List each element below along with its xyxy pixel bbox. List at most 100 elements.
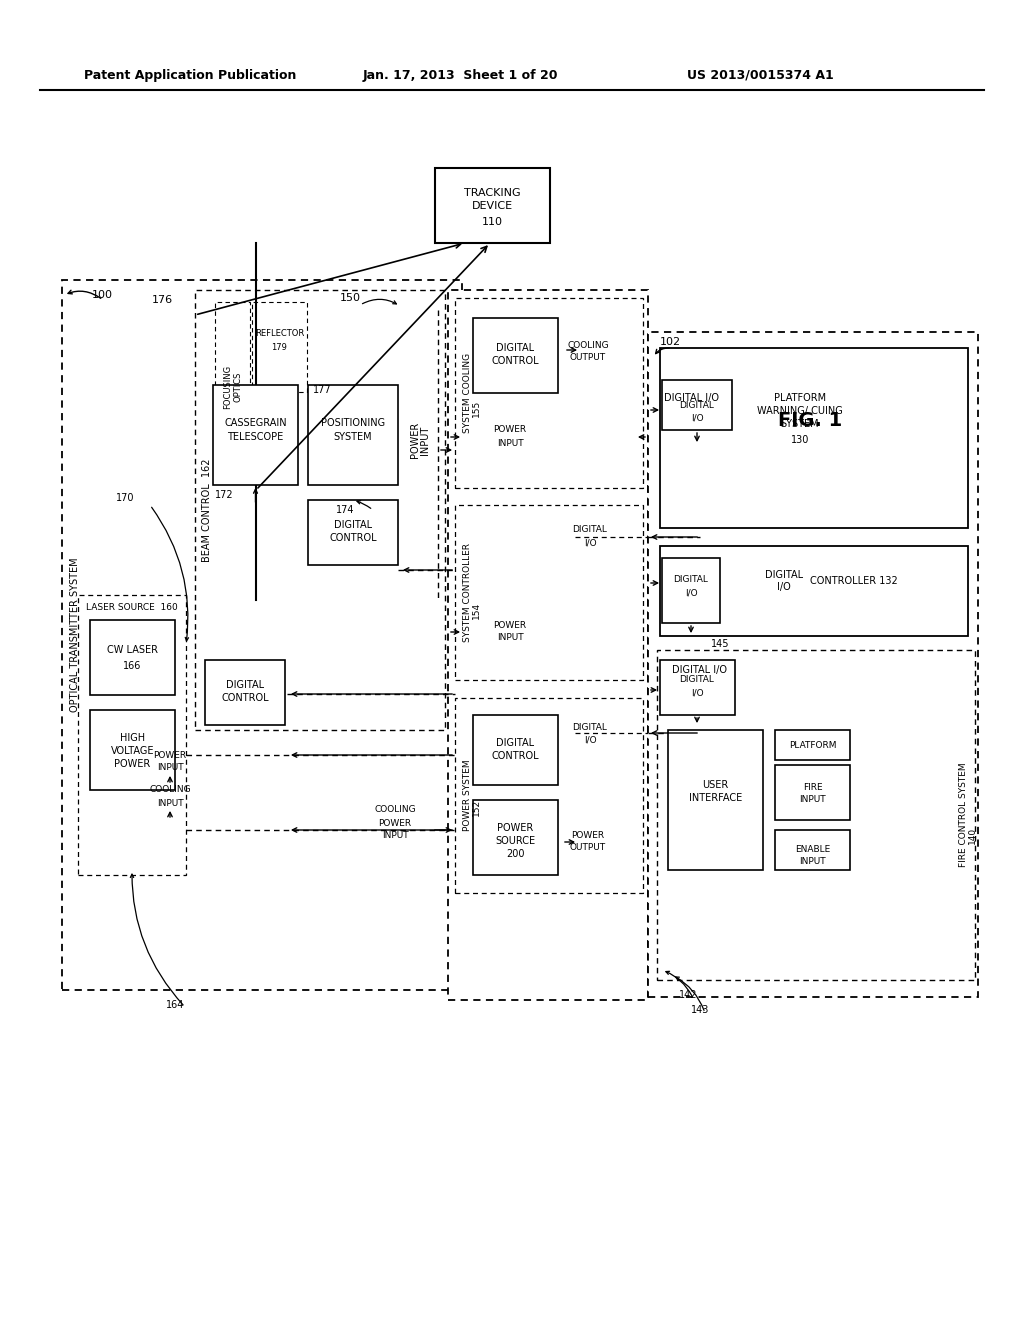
Text: DIGITAL: DIGITAL (497, 343, 535, 352)
Text: 140: 140 (968, 826, 977, 843)
Text: I/O: I/O (690, 413, 703, 422)
Text: 176: 176 (152, 294, 173, 305)
Text: CONTROL: CONTROL (492, 356, 540, 366)
Bar (213, 385, 298, 484)
Bar (668, 730, 763, 870)
Text: POSITIONING: POSITIONING (321, 418, 385, 428)
Bar (62, 280, 462, 990)
Text: POWER: POWER (494, 425, 526, 434)
Text: 164: 164 (166, 1001, 184, 1010)
Text: DIGITAL: DIGITAL (680, 676, 715, 685)
Text: 172: 172 (215, 490, 233, 500)
Text: ENABLE: ENABLE (795, 846, 830, 854)
Bar (205, 660, 285, 725)
Bar (455, 506, 643, 680)
Text: PLATFORM: PLATFORM (774, 393, 826, 403)
Bar (215, 302, 250, 473)
Text: DIGITAL: DIGITAL (497, 738, 535, 748)
Text: I/O: I/O (690, 689, 703, 697)
Text: FIRE CONTROL SYSTEM: FIRE CONTROL SYSTEM (958, 763, 968, 867)
Text: USER: USER (702, 780, 729, 789)
Text: 110: 110 (482, 216, 503, 227)
Text: SOURCE: SOURCE (496, 836, 536, 846)
Text: FIRE: FIRE (803, 783, 822, 792)
Text: 200: 200 (506, 849, 524, 859)
Text: COOLING: COOLING (150, 785, 190, 795)
Text: 143: 143 (691, 1005, 710, 1015)
Text: POWER: POWER (571, 830, 604, 840)
Text: DIGITAL: DIGITAL (334, 520, 372, 531)
Text: 152: 152 (471, 799, 480, 816)
Text: Jan. 17, 2013  Sheet 1 of 20: Jan. 17, 2013 Sheet 1 of 20 (362, 69, 558, 82)
Text: PLATFORM: PLATFORM (788, 741, 837, 750)
Text: TRACKING: TRACKING (464, 187, 521, 198)
Text: LASER SOURCE  160: LASER SOURCE 160 (86, 603, 178, 612)
Text: 179: 179 (271, 343, 288, 352)
Bar (195, 290, 445, 730)
Text: TELESCOPE: TELESCOPE (227, 432, 284, 442)
Text: CONTROL: CONTROL (221, 693, 269, 704)
Text: 150: 150 (340, 293, 361, 304)
Text: CONTROLLER 132: CONTROLLER 132 (810, 576, 898, 586)
Bar (660, 660, 735, 715)
Text: SYSTEM COOLING: SYSTEM COOLING (464, 352, 472, 433)
Text: DIGITAL I/O: DIGITAL I/O (665, 393, 720, 403)
Bar (775, 766, 850, 820)
Text: DIGITAL
I/O: DIGITAL I/O (765, 570, 803, 591)
Text: 142: 142 (679, 990, 697, 1001)
Bar (252, 302, 307, 392)
Text: CW LASER: CW LASER (106, 645, 158, 655)
Text: 130: 130 (791, 436, 809, 445)
Bar (660, 348, 968, 528)
Bar (657, 649, 975, 979)
Text: POWER: POWER (115, 759, 151, 770)
Text: I/O: I/O (584, 539, 596, 548)
Text: 102: 102 (660, 337, 681, 347)
Text: SYSTEM: SYSTEM (780, 418, 819, 429)
Text: 154: 154 (471, 602, 480, 619)
Text: 100: 100 (92, 290, 113, 300)
Bar (473, 800, 558, 875)
Text: CONTROL: CONTROL (329, 533, 377, 543)
Text: OUTPUT: OUTPUT (570, 843, 606, 853)
Bar (662, 380, 732, 430)
Text: 177: 177 (313, 385, 332, 395)
Text: CONTROL: CONTROL (492, 751, 540, 762)
Bar (775, 730, 850, 760)
Text: INPUT: INPUT (382, 832, 409, 841)
Text: HIGH: HIGH (120, 733, 145, 743)
Text: 145: 145 (711, 639, 729, 649)
Text: COOLING: COOLING (374, 805, 416, 814)
Text: I/O: I/O (584, 735, 596, 744)
Text: I/O: I/O (685, 589, 697, 598)
Bar (90, 620, 175, 696)
Text: FIG. 1: FIG. 1 (778, 411, 842, 429)
Text: DIGITAL I/O: DIGITAL I/O (673, 665, 727, 675)
Text: DIGITAL: DIGITAL (572, 525, 607, 535)
Text: INPUT: INPUT (157, 763, 183, 772)
Bar (473, 318, 558, 393)
Text: DIGITAL: DIGITAL (680, 400, 715, 409)
Text: POWER: POWER (410, 422, 420, 458)
Text: 170: 170 (116, 492, 134, 503)
Text: POWER: POWER (494, 620, 526, 630)
Text: REFLECTOR: REFLECTOR (255, 330, 304, 338)
Text: SYSTEM CONTROLLER: SYSTEM CONTROLLER (464, 543, 472, 642)
Text: INPUT: INPUT (157, 799, 183, 808)
Text: INPUT: INPUT (420, 425, 430, 454)
Text: SYSTEM: SYSTEM (334, 432, 373, 442)
Text: DIGITAL: DIGITAL (572, 722, 607, 731)
Text: DIGITAL: DIGITAL (226, 680, 264, 690)
Bar (455, 698, 643, 894)
Text: INTERFACE: INTERFACE (689, 793, 742, 803)
Bar (449, 290, 648, 1001)
Bar (308, 385, 398, 484)
Text: 166: 166 (123, 661, 141, 671)
Text: INPUT: INPUT (799, 796, 825, 804)
Bar (455, 298, 643, 488)
Text: DIGITAL: DIGITAL (674, 576, 709, 585)
Text: INPUT: INPUT (497, 634, 523, 643)
Text: POWER: POWER (379, 818, 412, 828)
Text: POWER: POWER (498, 822, 534, 833)
Text: Patent Application Publication: Patent Application Publication (84, 69, 296, 82)
